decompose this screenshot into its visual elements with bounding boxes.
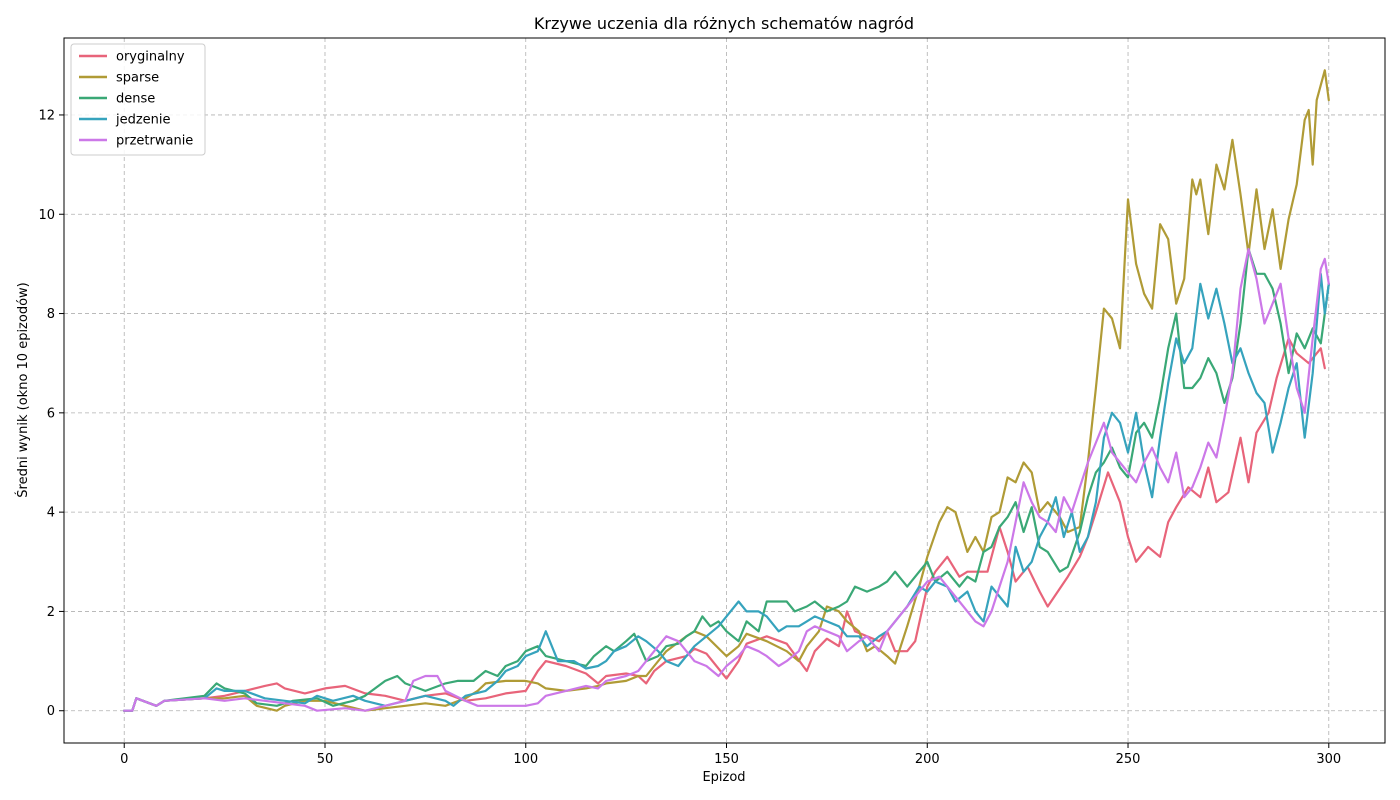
x-tick-label: 250 — [1116, 752, 1141, 767]
y-tick-label: 8 — [47, 307, 55, 322]
x-tick-label: 300 — [1316, 752, 1341, 767]
y-tick-label: 2 — [47, 605, 55, 620]
series-line-sparse — [123, 69, 1330, 712]
y-tick-label: 0 — [47, 704, 55, 719]
y-tick-label: 10 — [38, 208, 55, 223]
x-tick-label: 100 — [513, 752, 538, 767]
y-axis: 0 2 4 6 8 10 12 — [38, 108, 64, 719]
legend-box — [70, 43, 206, 156]
legend: oryginalny sparse dense jedzenie przetrwanie — [70, 43, 206, 156]
y-tick-label: 6 — [47, 406, 55, 421]
x-axis-label: Epizod — [702, 770, 745, 785]
y-tick-label: 4 — [47, 506, 55, 521]
series-line-oryginalny — [123, 337, 1326, 712]
y-axis-label: Średni wynik (okno 10 epizodów) — [15, 282, 31, 497]
x-tick-label: 50 — [317, 752, 334, 767]
chart-title: Krzywe uczenia dla różnych schematów nag… — [534, 14, 914, 33]
series-line-przetrwanie — [123, 247, 1330, 712]
series-line-jedzenie — [123, 272, 1330, 712]
x-tick-label: 0 — [120, 752, 128, 767]
x-tick-label: 150 — [714, 752, 739, 767]
legend-label-oryginalny: oryginalny — [116, 50, 185, 65]
series-layer — [123, 69, 1330, 712]
grid — [64, 38, 1385, 743]
x-axis: 0 50 100 150 200 250 300 — [120, 743, 1341, 767]
legend-label-dense: dense — [116, 92, 155, 107]
legend-label-jedzenie: jedzenie — [115, 113, 171, 128]
y-tick-label: 12 — [38, 108, 55, 123]
x-tick-label: 200 — [915, 752, 940, 767]
legend-label-sparse: sparse — [116, 71, 159, 86]
series-line-dense — [123, 247, 1330, 712]
legend-label-przetrwanie: przetrwanie — [116, 134, 193, 149]
plot-frame — [63, 37, 1386, 744]
